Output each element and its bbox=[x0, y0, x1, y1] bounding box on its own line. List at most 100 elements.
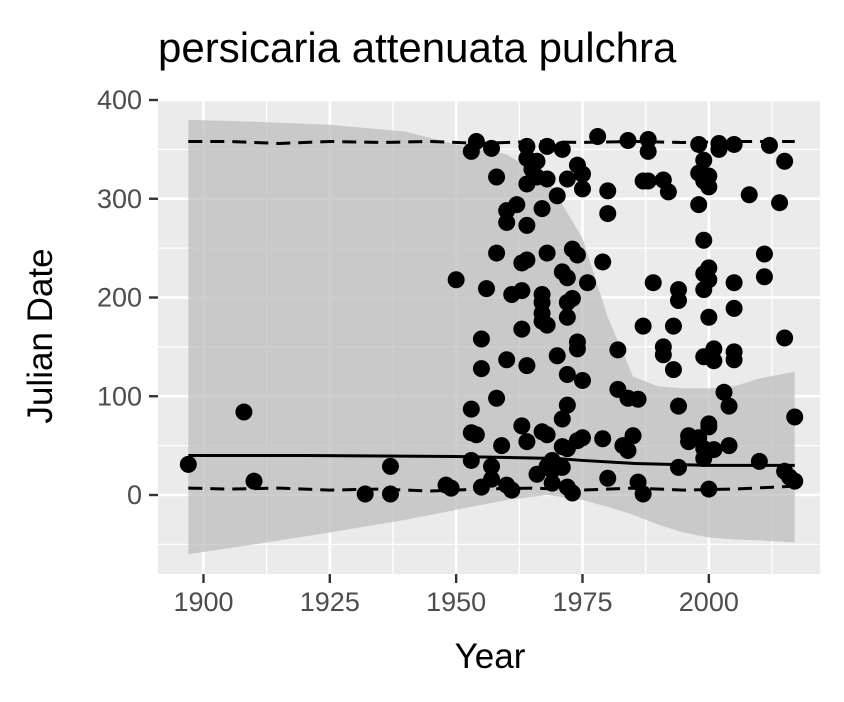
data-point bbox=[659, 183, 677, 201]
y-tick-label: 100 bbox=[97, 381, 142, 411]
axes: 0 100 200 300 400 1900 1925 1950 1975 2000 bbox=[97, 85, 739, 617]
data-point bbox=[700, 167, 718, 185]
data-point bbox=[483, 139, 501, 157]
data-point bbox=[513, 282, 531, 300]
data-point bbox=[488, 168, 506, 186]
data-point bbox=[720, 437, 738, 455]
data-point bbox=[594, 430, 612, 448]
data-points bbox=[179, 128, 804, 503]
data-point bbox=[786, 408, 804, 426]
data-point bbox=[467, 426, 485, 444]
data-point bbox=[639, 131, 657, 148]
y-axis-title: Julian Date bbox=[21, 248, 60, 423]
trend-line bbox=[188, 454, 795, 467]
data-point bbox=[705, 352, 723, 370]
data-point bbox=[518, 357, 536, 375]
data-point bbox=[563, 289, 581, 307]
data-point bbox=[548, 187, 566, 205]
data-point bbox=[639, 142, 657, 160]
data-point bbox=[462, 400, 480, 418]
data-point bbox=[488, 244, 506, 262]
data-point bbox=[705, 441, 723, 459]
data-point bbox=[513, 320, 531, 338]
data-point bbox=[579, 274, 597, 292]
y-tick-label: 400 bbox=[97, 85, 142, 115]
data-point bbox=[573, 165, 591, 183]
data-point bbox=[498, 351, 516, 369]
data-point bbox=[760, 136, 778, 154]
data-point bbox=[442, 479, 460, 497]
data-point bbox=[619, 131, 637, 149]
y-tick-label: 0 bbox=[127, 480, 142, 510]
data-point bbox=[664, 361, 682, 379]
data-point bbox=[599, 205, 617, 223]
data-point bbox=[447, 271, 465, 289]
data-point bbox=[508, 196, 526, 214]
data-point bbox=[518, 433, 536, 451]
data-point bbox=[493, 437, 511, 455]
data-point bbox=[503, 481, 521, 499]
data-point bbox=[538, 426, 556, 444]
data-point bbox=[725, 351, 743, 369]
data-point bbox=[538, 170, 556, 188]
data-point bbox=[568, 246, 586, 264]
data-point bbox=[776, 329, 794, 347]
chart-title: persicaria attenuata pulchra bbox=[158, 24, 677, 71]
data-point bbox=[498, 213, 516, 231]
data-point bbox=[573, 429, 591, 447]
data-point bbox=[558, 366, 576, 384]
data-point bbox=[670, 281, 688, 299]
data-point bbox=[356, 485, 374, 503]
data-point bbox=[700, 308, 718, 326]
data-point bbox=[690, 135, 708, 153]
data-point bbox=[695, 231, 713, 249]
data-point bbox=[725, 135, 743, 153]
confidence-band bbox=[188, 119, 795, 555]
x-tick-label: 2000 bbox=[679, 587, 739, 617]
data-point bbox=[548, 347, 566, 365]
x-axis-title: Year bbox=[455, 637, 526, 676]
data-point bbox=[700, 480, 718, 498]
data-point bbox=[467, 132, 485, 150]
x-tick-label: 1900 bbox=[173, 587, 233, 617]
data-point bbox=[488, 389, 506, 407]
data-point bbox=[563, 484, 581, 502]
data-point bbox=[573, 371, 591, 389]
data-point bbox=[670, 458, 688, 476]
data-point bbox=[568, 340, 586, 358]
data-point bbox=[477, 280, 495, 298]
data-point bbox=[690, 196, 708, 214]
data-point bbox=[558, 396, 576, 414]
data-point bbox=[776, 152, 794, 170]
data-point bbox=[725, 274, 743, 292]
data-point bbox=[594, 253, 612, 271]
data-point bbox=[639, 172, 657, 190]
data-point bbox=[786, 472, 804, 490]
data-point bbox=[573, 180, 591, 198]
data-point bbox=[381, 485, 399, 503]
data-point bbox=[533, 200, 551, 218]
data-point bbox=[670, 397, 688, 415]
data-point bbox=[644, 274, 662, 292]
data-point bbox=[700, 259, 718, 277]
data-point bbox=[664, 317, 682, 335]
data-point bbox=[558, 269, 576, 287]
data-point bbox=[538, 316, 556, 334]
data-point bbox=[755, 268, 773, 286]
data-point bbox=[695, 151, 713, 169]
data-point bbox=[654, 346, 672, 364]
data-point bbox=[538, 137, 556, 155]
data-point bbox=[553, 458, 571, 476]
data-point bbox=[720, 397, 738, 415]
data-point bbox=[483, 457, 501, 475]
data-point bbox=[589, 128, 607, 146]
x-tick-label: 1925 bbox=[300, 587, 360, 617]
y-tick-label: 200 bbox=[97, 283, 142, 313]
data-point bbox=[518, 216, 536, 234]
data-point bbox=[558, 308, 576, 326]
data-point bbox=[179, 455, 197, 473]
x-tick-label: 1975 bbox=[552, 587, 612, 617]
data-point bbox=[381, 457, 399, 475]
x-tick-label: 1950 bbox=[426, 587, 486, 617]
